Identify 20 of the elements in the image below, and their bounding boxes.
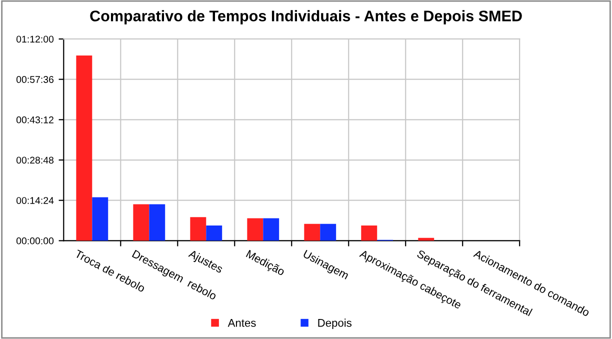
bar [149, 204, 166, 241]
chart-title: Comparativo de Tempos Individuais - Antes e Depois SMED [90, 10, 522, 24]
bar [133, 204, 150, 241]
y-tick-label: 01:12:00 [16, 36, 54, 43]
y-tick-label: 00:57:36 [16, 76, 54, 83]
y-tick-label: 00:14:24 [16, 197, 54, 204]
bar [320, 224, 336, 241]
y-tick-label: 00:28:48 [16, 156, 54, 164]
bar [190, 217, 206, 241]
bar [92, 197, 108, 241]
bar [361, 226, 378, 241]
bar [263, 218, 280, 241]
bar [206, 226, 222, 241]
bar [247, 218, 264, 241]
legend-label: Depois [318, 318, 352, 329]
legend-label: Antes [228, 319, 256, 327]
y-tick-label: 00:00:00 [16, 237, 54, 244]
y-tick-label: 00:43:12 [16, 116, 54, 124]
bar [304, 224, 320, 241]
bar [76, 56, 92, 241]
